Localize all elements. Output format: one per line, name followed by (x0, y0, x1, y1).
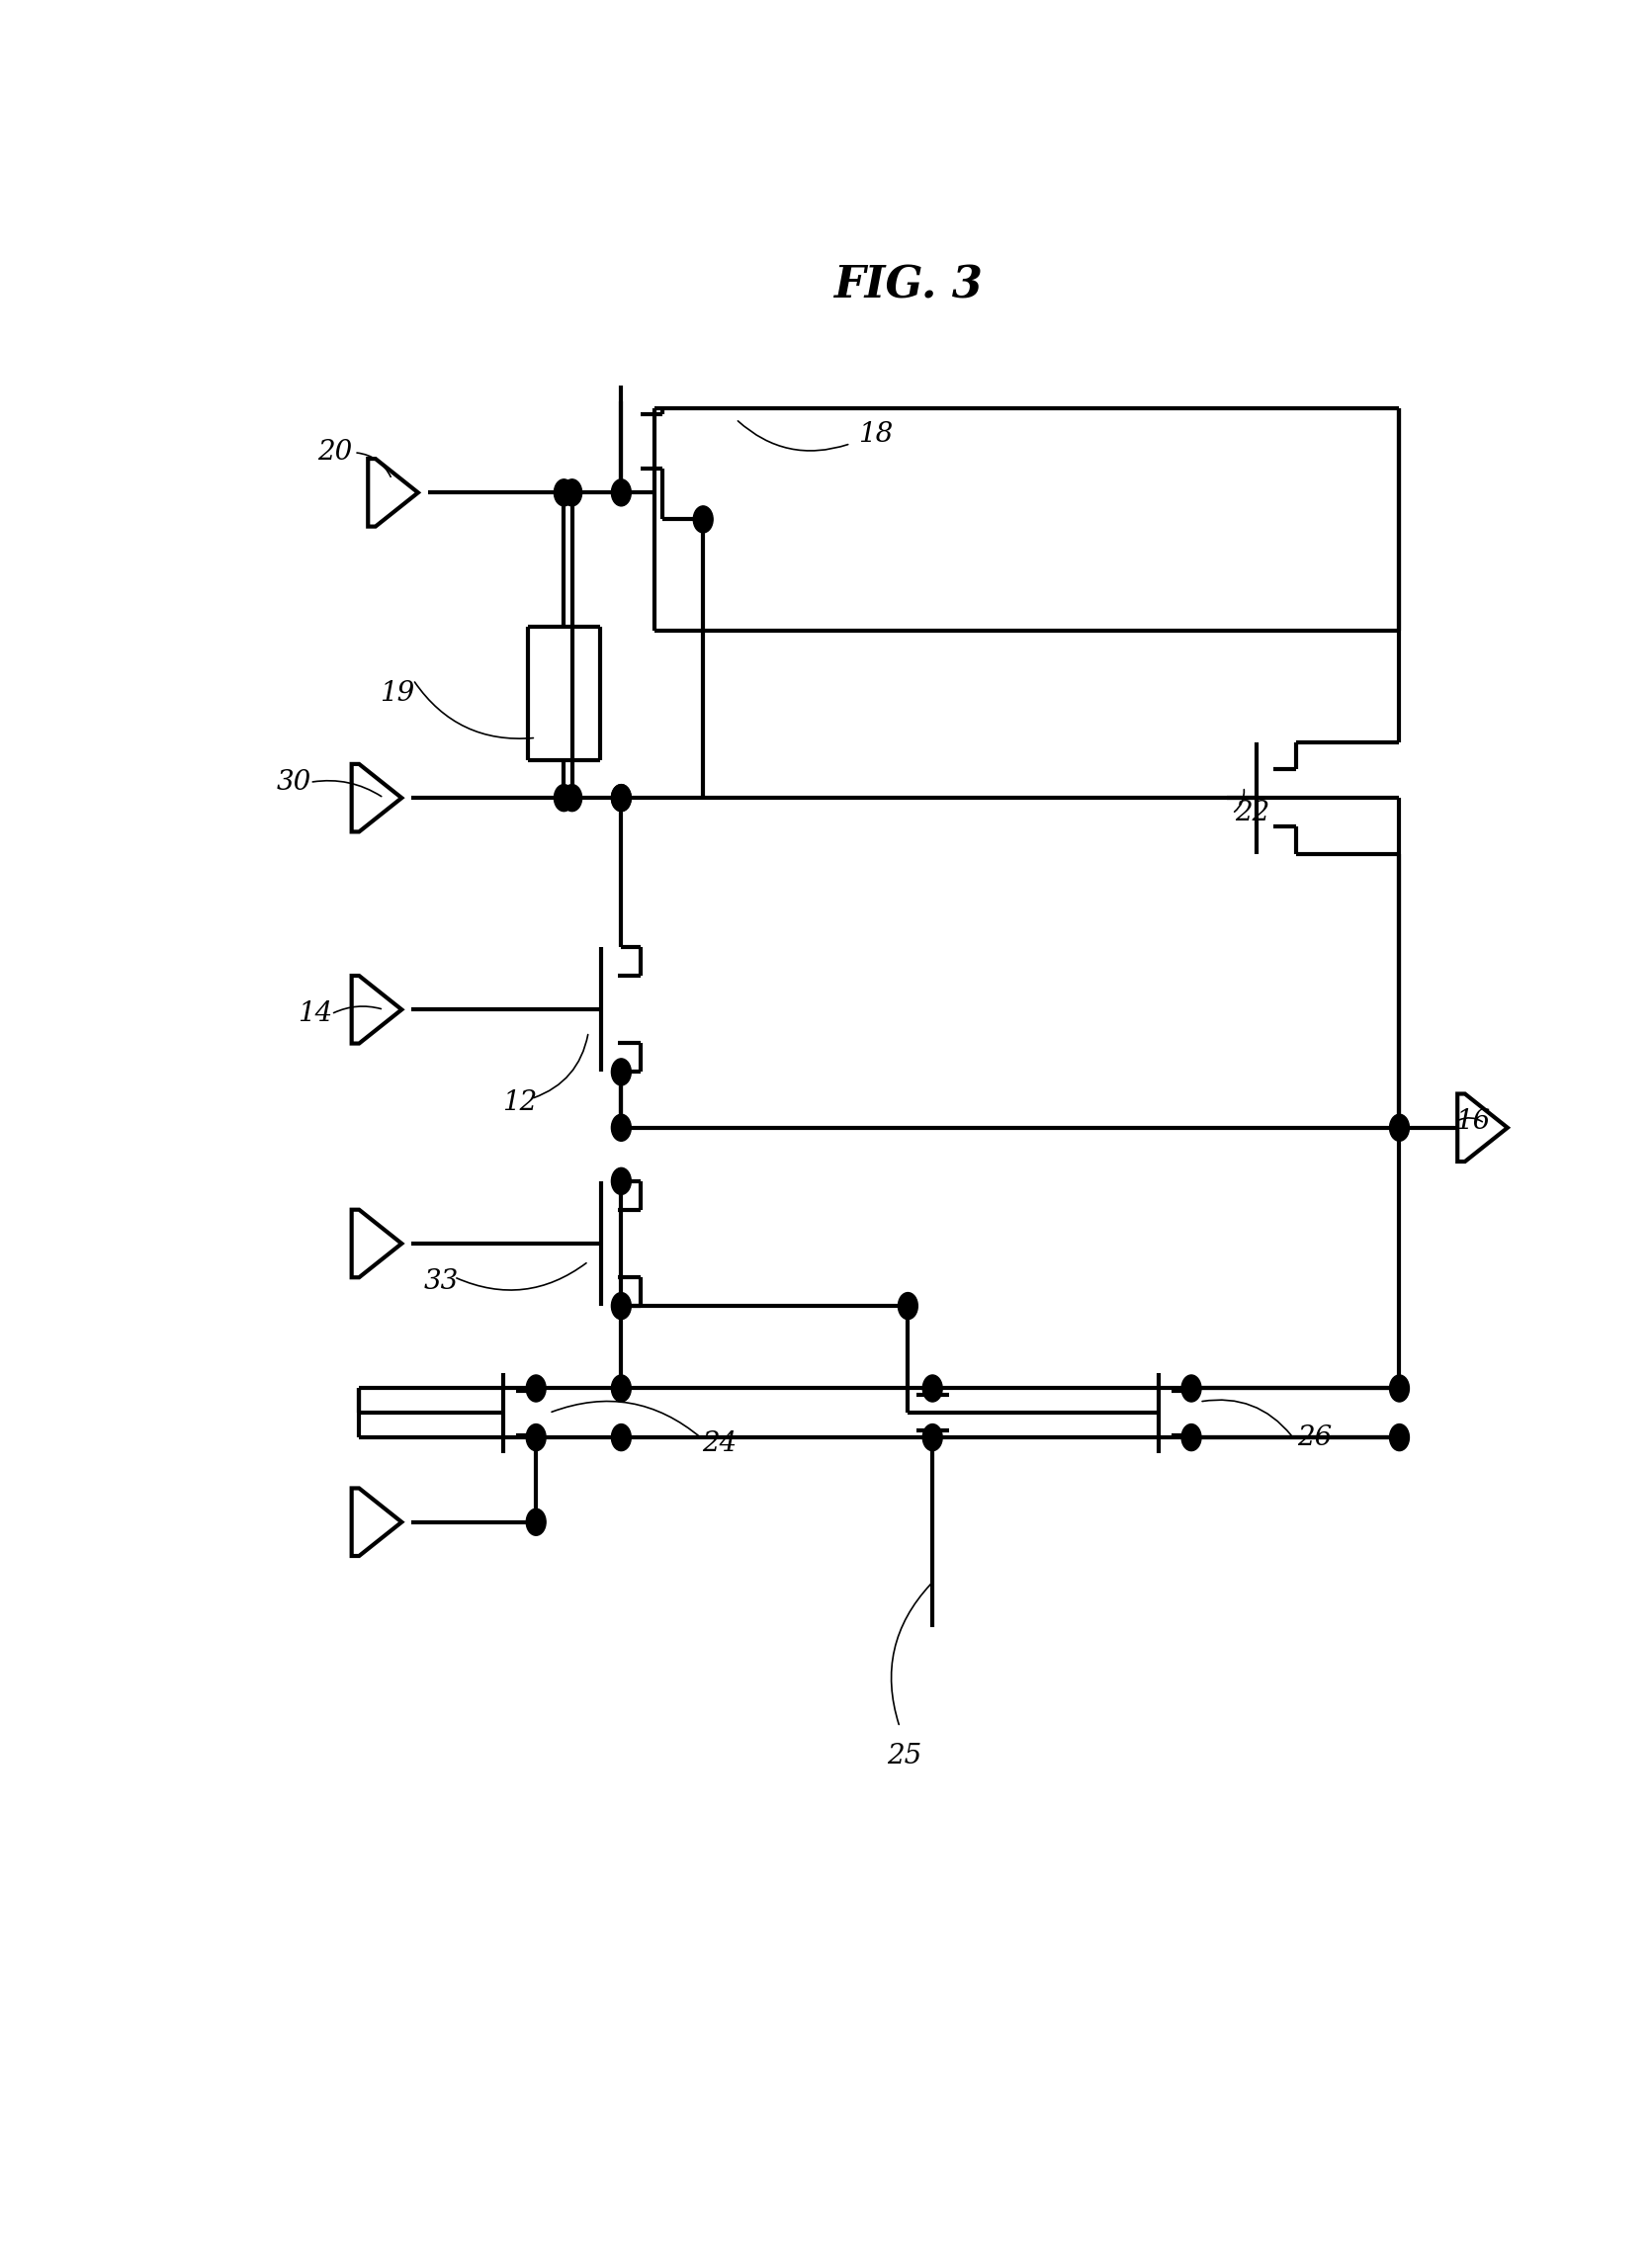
Circle shape (1389, 1424, 1409, 1451)
Circle shape (611, 785, 631, 812)
Circle shape (611, 1114, 631, 1141)
Circle shape (1181, 1424, 1201, 1451)
Text: 18: 18 (857, 421, 892, 448)
Circle shape (611, 1168, 631, 1195)
Text: 20: 20 (317, 439, 352, 466)
Circle shape (611, 1424, 631, 1451)
Polygon shape (352, 975, 401, 1043)
Text: 14: 14 (297, 1000, 332, 1027)
Circle shape (527, 1509, 545, 1536)
Circle shape (611, 1294, 631, 1318)
Text: 19: 19 (380, 679, 415, 706)
Circle shape (527, 1374, 545, 1401)
Text: 24: 24 (702, 1430, 737, 1457)
Circle shape (923, 1424, 942, 1451)
Circle shape (611, 1374, 631, 1401)
Circle shape (1389, 1374, 1409, 1401)
Text: 30: 30 (276, 769, 311, 796)
Circle shape (611, 785, 631, 812)
Circle shape (562, 785, 582, 812)
Polygon shape (1457, 1094, 1508, 1161)
Circle shape (923, 1374, 942, 1401)
Circle shape (611, 480, 631, 507)
Circle shape (899, 1294, 919, 1318)
Polygon shape (352, 1211, 401, 1278)
Polygon shape (352, 765, 401, 832)
Circle shape (1181, 1374, 1201, 1401)
Polygon shape (352, 1489, 401, 1556)
Text: 16: 16 (1455, 1108, 1490, 1134)
Circle shape (527, 1424, 545, 1451)
Circle shape (694, 507, 714, 534)
Polygon shape (368, 460, 418, 527)
Circle shape (553, 480, 573, 507)
Text: 33: 33 (423, 1269, 459, 1296)
Text: 26: 26 (1297, 1424, 1332, 1451)
Text: 12: 12 (502, 1090, 537, 1117)
Circle shape (611, 1058, 631, 1085)
Circle shape (1389, 1114, 1409, 1141)
Text: 25: 25 (887, 1742, 922, 1769)
Circle shape (562, 480, 582, 507)
Text: FIG. 3: FIG. 3 (833, 265, 983, 307)
Circle shape (553, 785, 573, 812)
Text: 22: 22 (1234, 800, 1269, 827)
